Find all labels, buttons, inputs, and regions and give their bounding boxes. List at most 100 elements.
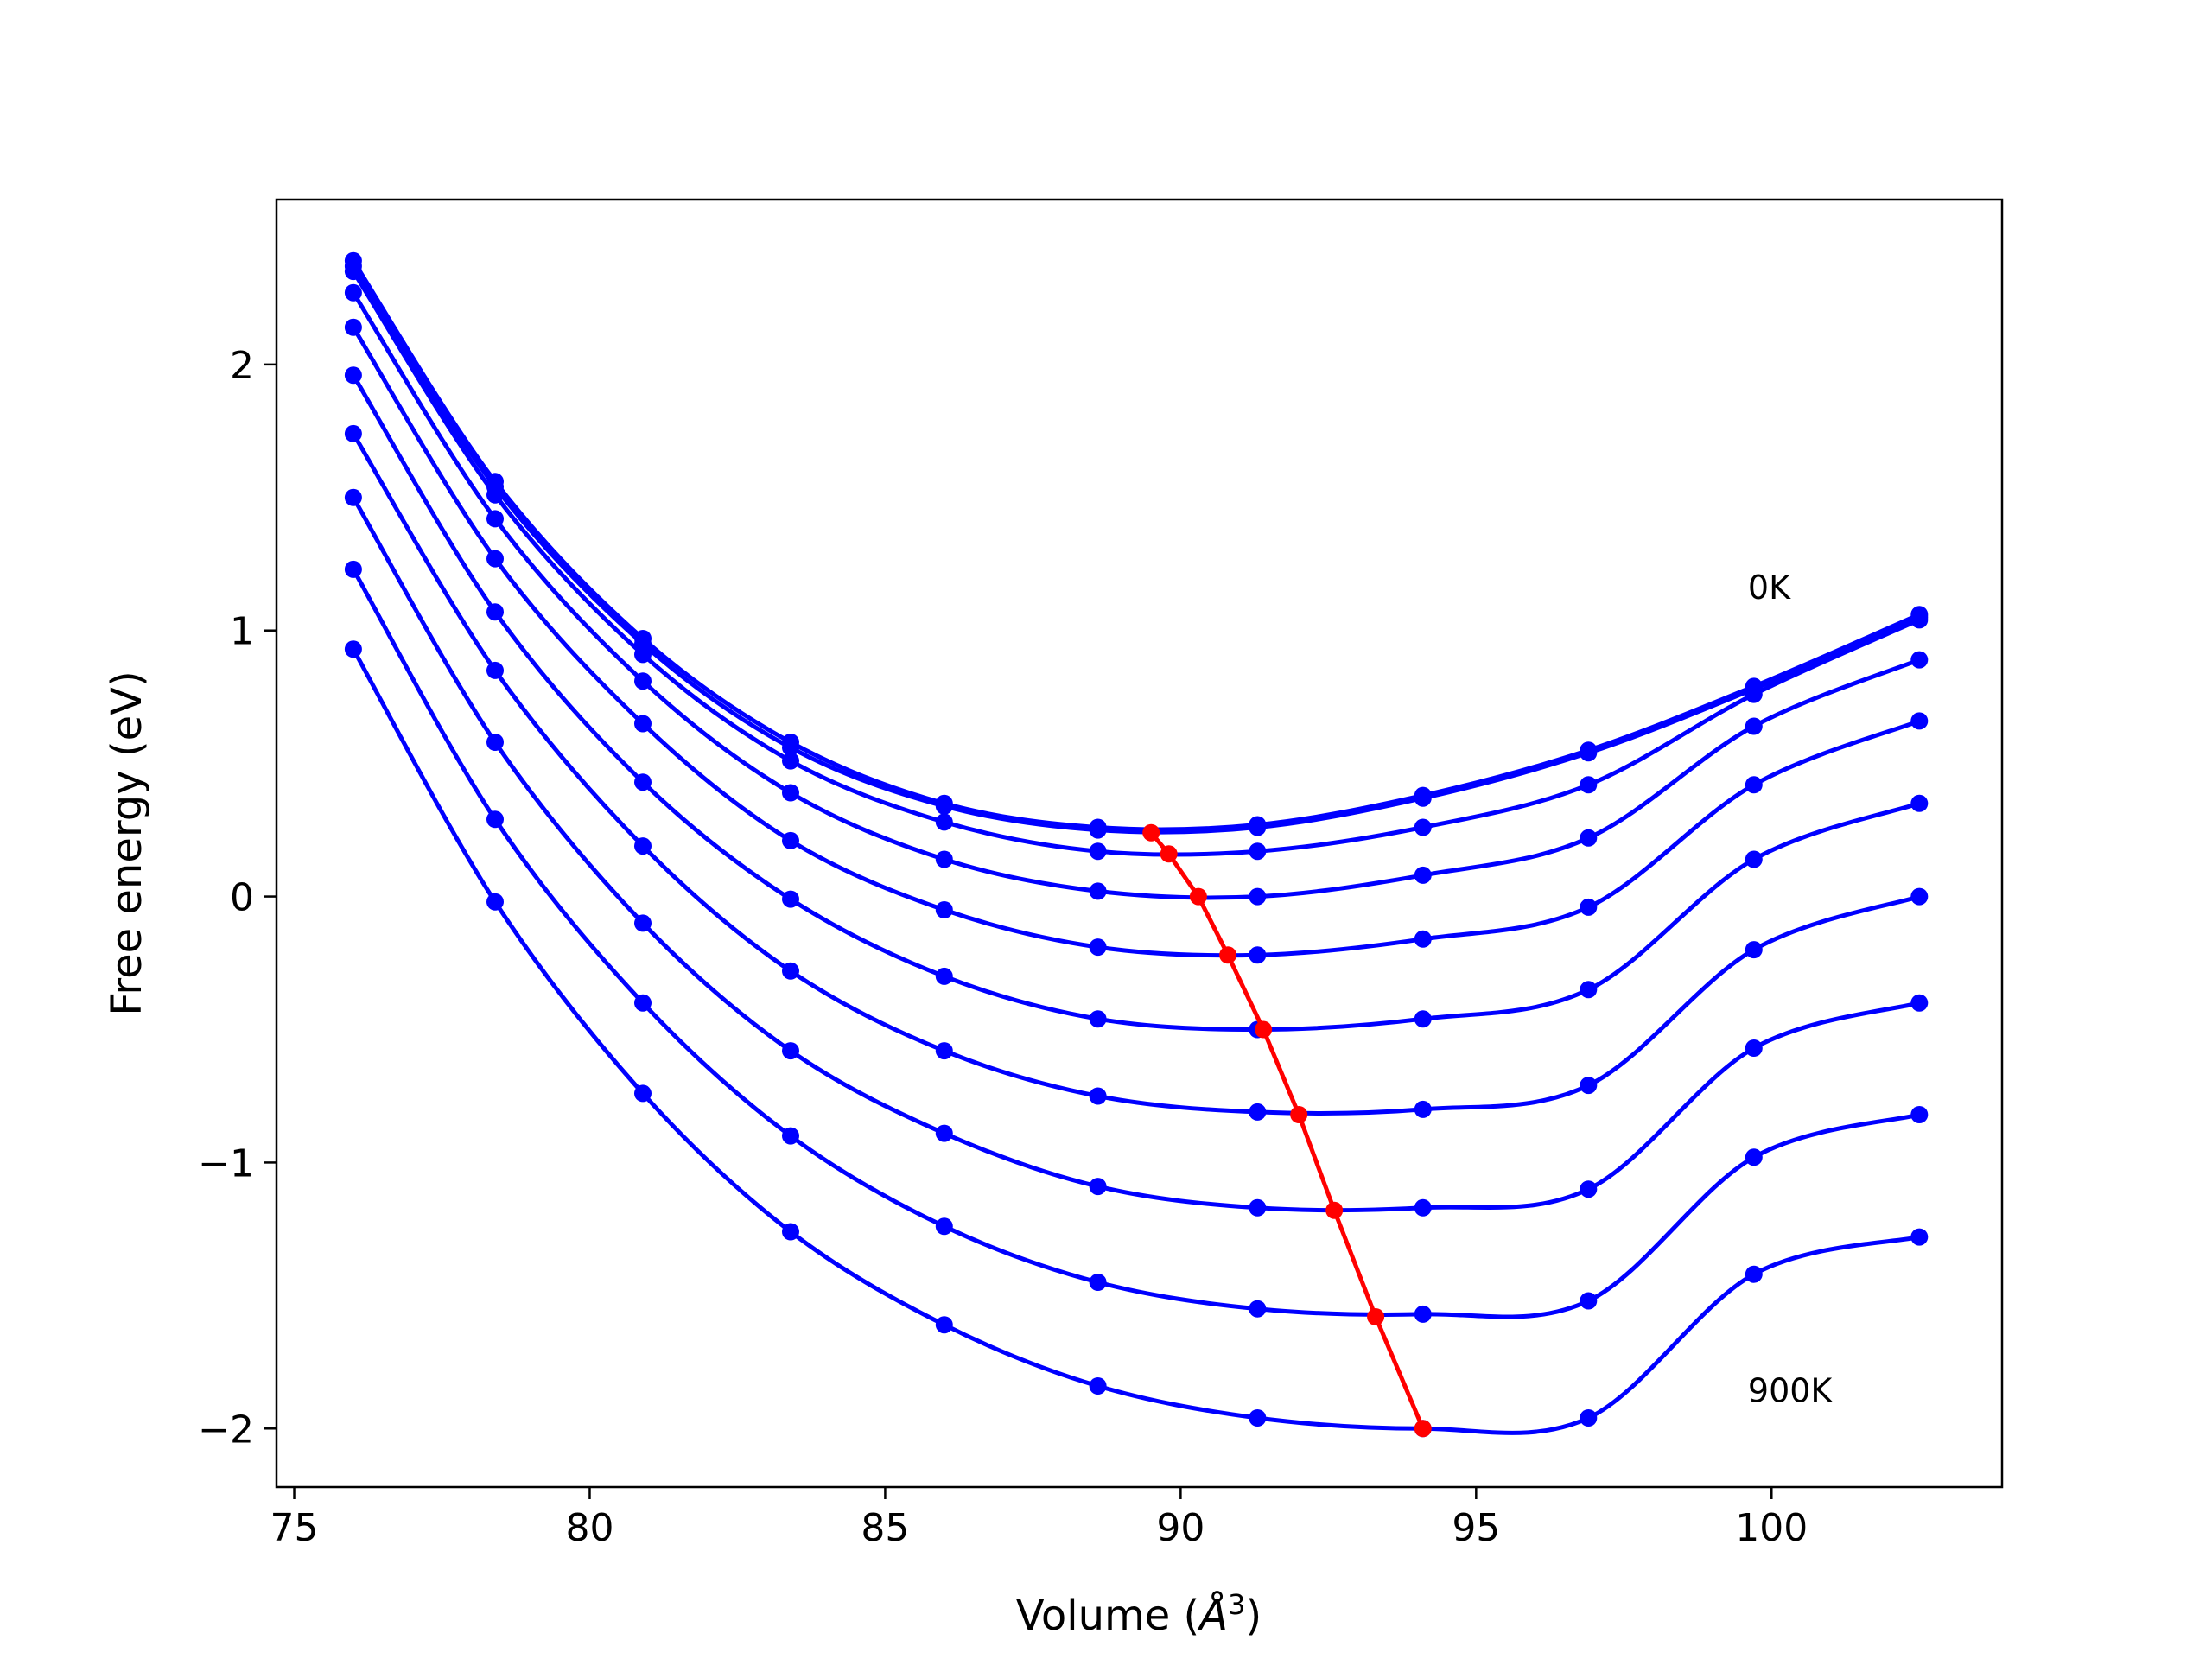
data-point-400K-7	[1414, 930, 1432, 948]
data-point-100K-8	[1580, 744, 1598, 762]
data-point-300K-2	[634, 672, 652, 690]
series-line-800K	[351, 567, 1922, 1319]
data-point-700K-7	[1414, 1198, 1432, 1217]
x-axis-label-superscript: 3	[1228, 1588, 1245, 1621]
data-point-600K-5	[1089, 1087, 1107, 1105]
data-point-600K-2	[634, 837, 652, 855]
data-point-800K-0	[344, 560, 362, 578]
minima-point-7	[1367, 1308, 1385, 1325]
data-point-500K-8	[1580, 981, 1598, 999]
data-point-700K-0	[344, 488, 362, 506]
data-point-300K-0	[344, 283, 362, 302]
x-axis-label-symbol: Å	[1197, 1591, 1228, 1640]
x-tick-label-75: 75	[270, 1506, 319, 1550]
data-point-800K-2	[634, 994, 652, 1012]
data-point-300K-6	[1249, 887, 1267, 906]
data-point-200K-7	[1414, 818, 1432, 836]
series-900K	[344, 640, 1929, 1438]
data-point-700K-10	[1910, 994, 1929, 1012]
data-point-800K-1	[486, 810, 504, 829]
data-point-800K-7	[1414, 1305, 1432, 1323]
axes-frame	[275, 198, 2004, 1489]
y-tick-label--2: −2	[198, 1408, 254, 1452]
data-point-900K-2	[634, 1084, 652, 1103]
data-point-600K-0	[344, 424, 362, 442]
data-point-200K-0	[344, 263, 362, 281]
data-point-300K-7	[1414, 866, 1432, 884]
data-point-700K-3	[782, 1042, 799, 1060]
data-point-700K-4	[935, 1124, 953, 1142]
data-point-400K-3	[782, 831, 799, 849]
data-point-500K-7	[1414, 1010, 1432, 1028]
series-400K	[344, 318, 1929, 964]
data-point-400K-1	[486, 550, 504, 568]
x-axis-label: Volume (Å3)	[1016, 1588, 1262, 1640]
data-point-900K-8	[1580, 1409, 1598, 1427]
data-point-900K-6	[1249, 1409, 1267, 1427]
y-axis: −2 −1 0 1 2	[198, 344, 276, 1452]
data-point-300K-1	[486, 510, 504, 528]
data-point-100K-4	[935, 797, 953, 815]
annotation-0K: 0K	[1748, 569, 1791, 607]
series-0K	[344, 251, 1929, 836]
data-point-400K-8	[1580, 898, 1598, 916]
data-point-500K-5	[1089, 1010, 1107, 1028]
minima-line	[1149, 831, 1426, 1430]
series-line-900K	[351, 646, 1922, 1435]
series-700K	[344, 488, 1929, 1217]
data-point-600K-6	[1249, 1103, 1267, 1121]
data-point-600K-4	[935, 1042, 953, 1060]
data-point-500K-10	[1910, 794, 1929, 812]
x-tick-label-90: 90	[1156, 1506, 1205, 1550]
data-point-200K-10	[1910, 611, 1929, 629]
data-point-900K-9	[1745, 1265, 1763, 1283]
data-point-500K-2	[634, 773, 652, 791]
series-line-200K	[351, 269, 1922, 857]
data-point-100K-3	[782, 739, 799, 757]
data-point-700K-6	[1249, 1198, 1267, 1217]
data-point-800K-5	[1089, 1274, 1107, 1291]
data-point-800K-8	[1580, 1292, 1598, 1310]
data-point-100K-7	[1414, 789, 1432, 807]
series-line-700K	[351, 495, 1922, 1213]
data-point-200K-1	[486, 486, 504, 504]
data-point-100K-6	[1249, 818, 1267, 836]
data-point-700K-9	[1745, 1039, 1763, 1057]
minima-point-1	[1160, 845, 1178, 863]
data-point-200K-2	[634, 645, 652, 664]
series-300K	[344, 283, 1929, 906]
data-point-200K-5	[1089, 842, 1107, 861]
x-tick-label-85: 85	[861, 1506, 909, 1550]
data-point-300K-10	[1910, 651, 1929, 669]
data-point-400K-2	[634, 715, 652, 733]
data-point-300K-5	[1089, 882, 1107, 900]
data-point-800K-3	[782, 1127, 799, 1145]
data-point-200K-8	[1580, 776, 1598, 794]
series-line-500K	[351, 372, 1922, 1032]
data-point-600K-8	[1580, 1077, 1598, 1095]
data-point-700K-8	[1580, 1180, 1598, 1198]
data-point-300K-8	[1580, 829, 1598, 847]
series-200K	[344, 263, 1929, 861]
data-point-100K-5	[1089, 821, 1107, 839]
data-point-900K-1	[486, 893, 504, 911]
data-point-600K-9	[1745, 941, 1763, 959]
series-line-100K	[351, 264, 1922, 835]
data-point-600K-10	[1910, 887, 1929, 906]
data-point-200K-3	[782, 752, 799, 770]
series-100K	[344, 257, 1929, 839]
data-point-400K-10	[1910, 712, 1929, 730]
data-point-500K-4	[935, 967, 953, 985]
data-point-700K-2	[634, 914, 652, 932]
x-axis-label-suffix: )	[1245, 1592, 1262, 1640]
series-500K	[344, 366, 1929, 1039]
series-line-400K	[351, 325, 1922, 958]
data-point-800K-6	[1249, 1300, 1267, 1318]
data-point-900K-3	[782, 1223, 799, 1241]
data-point-300K-9	[1745, 717, 1763, 735]
x-tick-label-95: 95	[1452, 1506, 1500, 1550]
annotation-900K: 900K	[1748, 1372, 1834, 1410]
plot-area: 0K 900K	[344, 251, 1929, 1438]
data-point-300K-3	[782, 784, 799, 802]
